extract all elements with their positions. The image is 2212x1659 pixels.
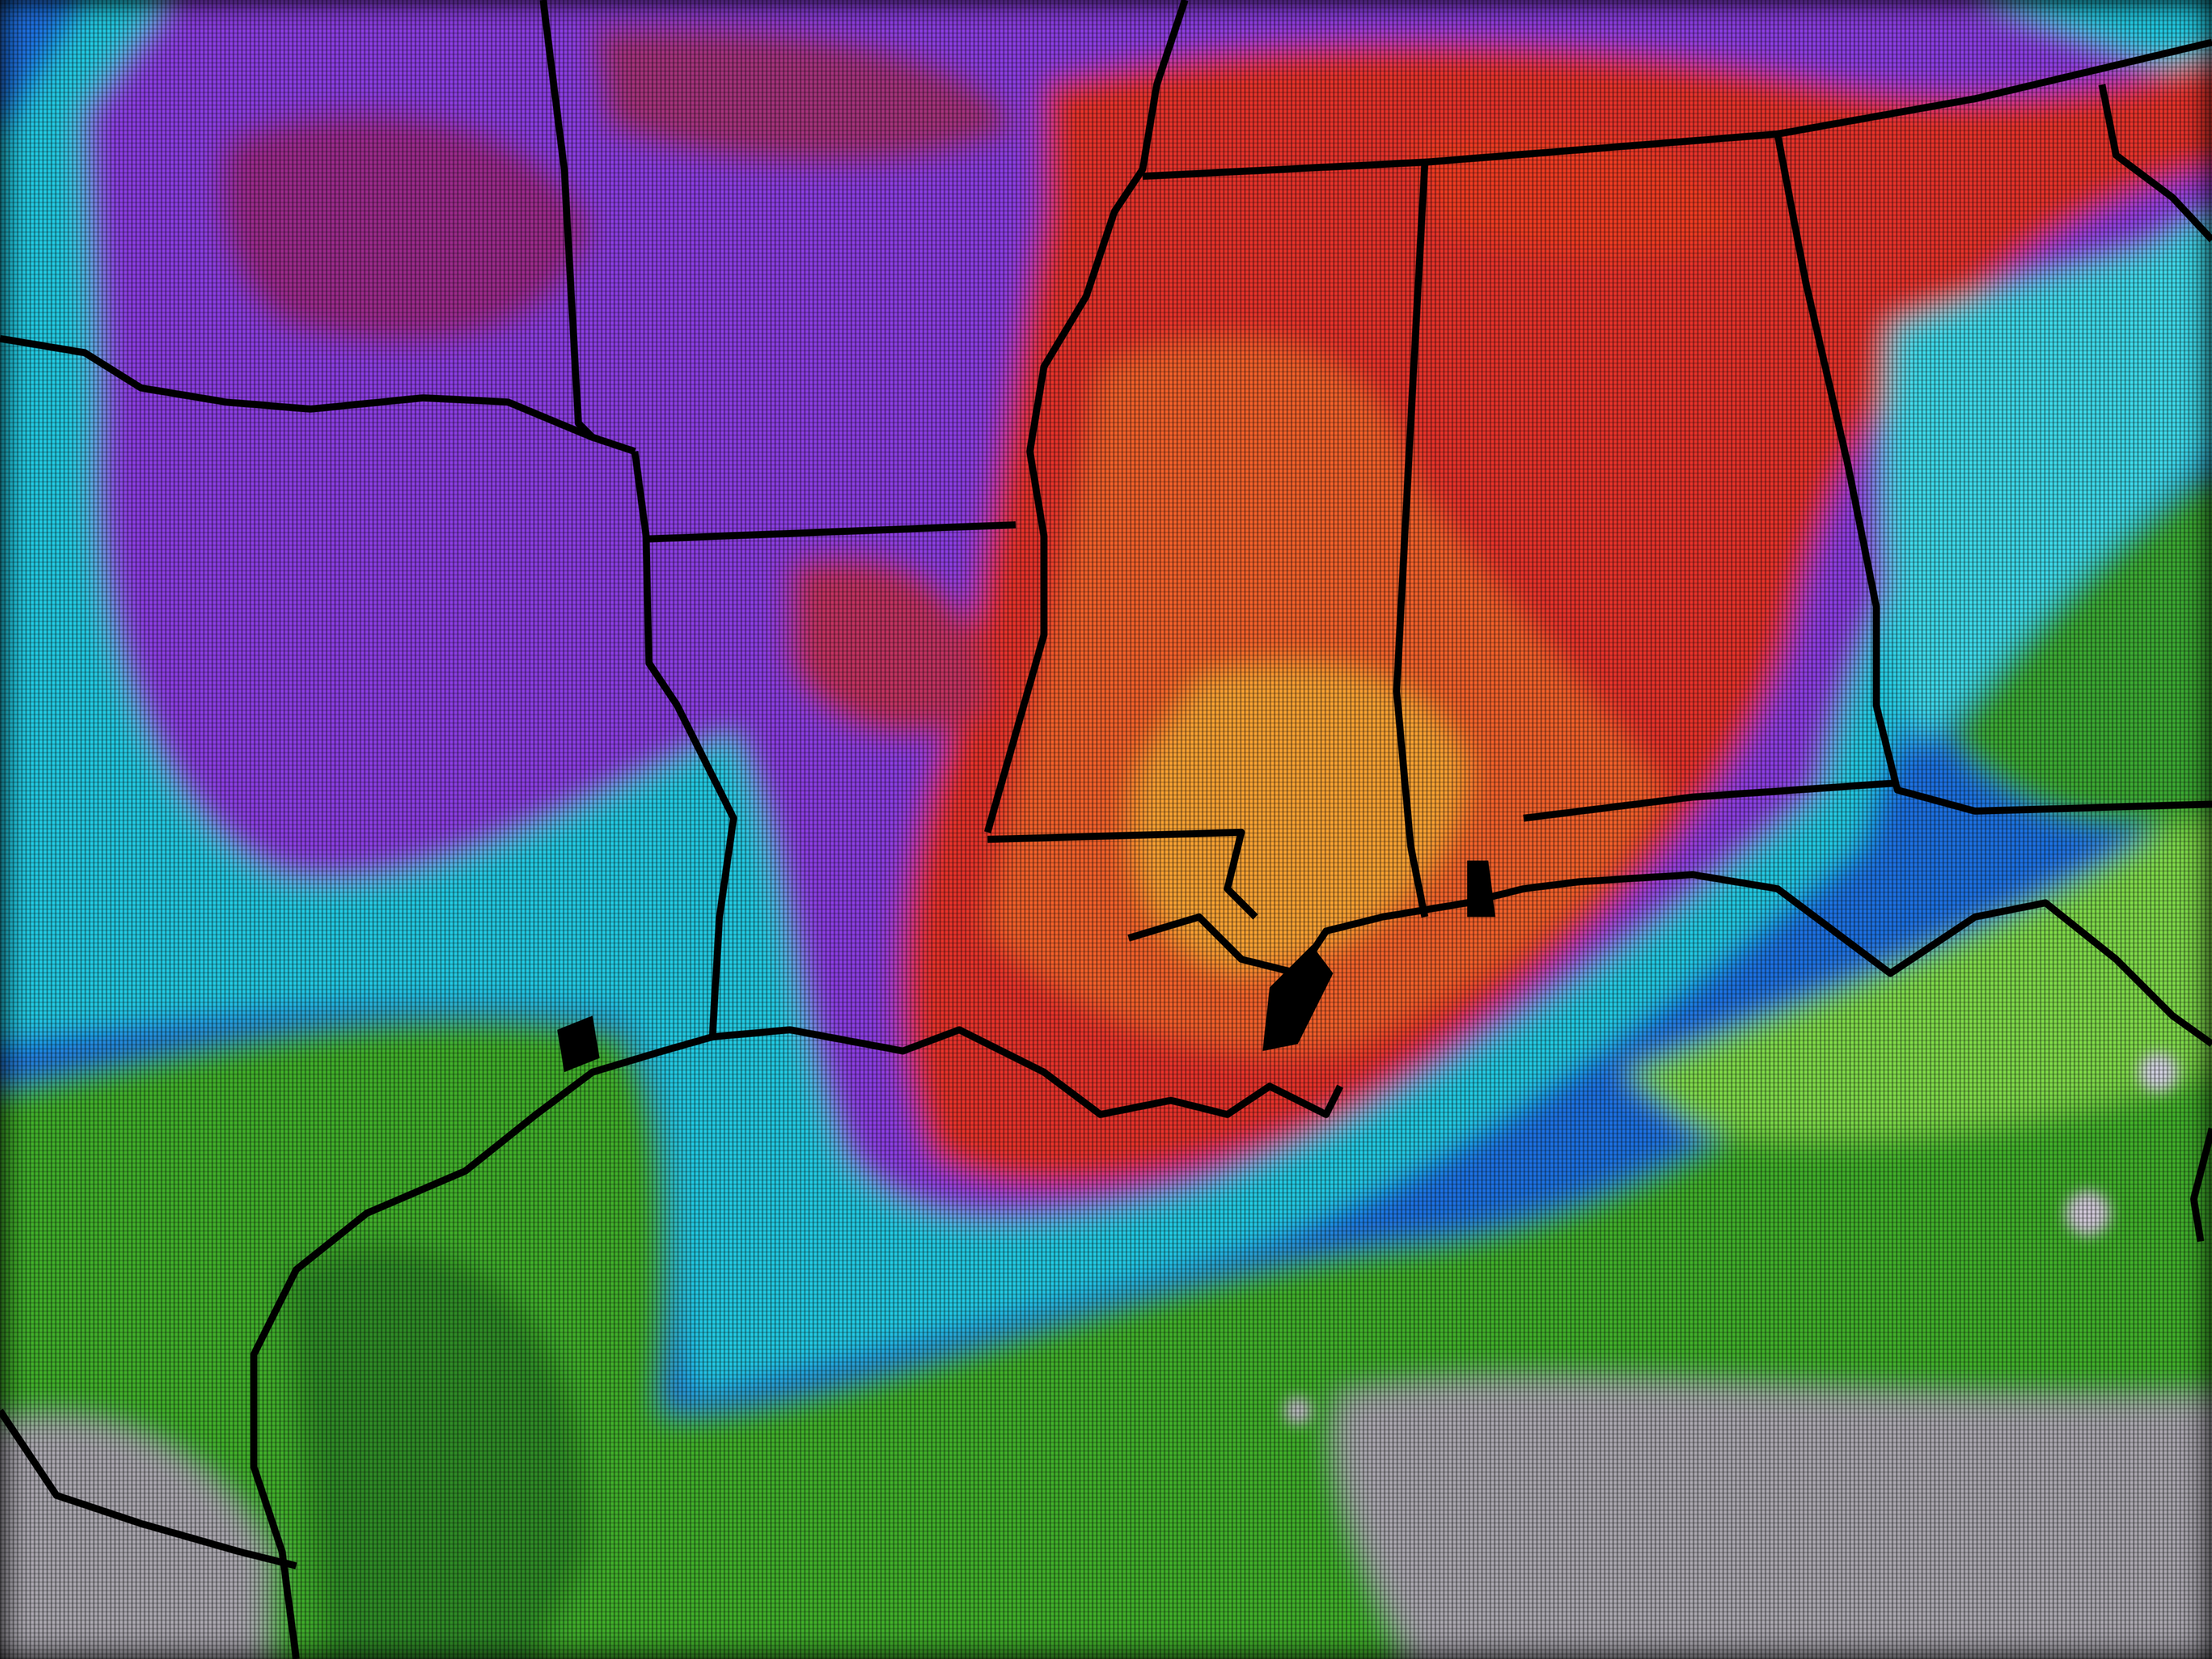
page — [0, 0, 2212, 1659]
weather-map — [0, 0, 2212, 1659]
screen-texture — [0, 0, 2212, 1659]
